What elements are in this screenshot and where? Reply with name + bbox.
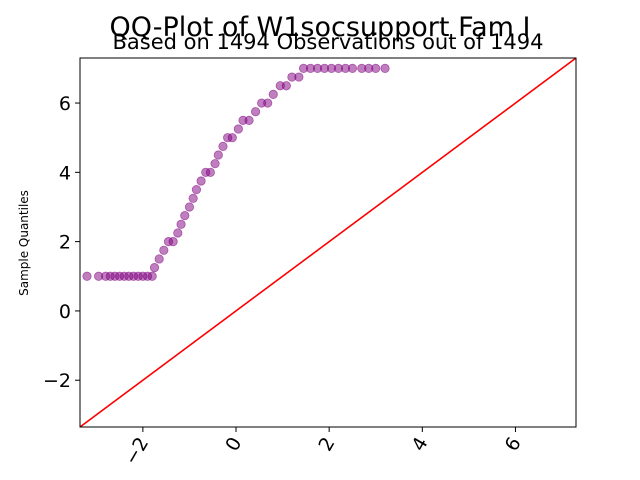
data-point [213,150,223,160]
y-axis: −2 0 2 4 6 [43,93,80,392]
data-point [159,245,169,255]
y-tick-label: 6 [59,93,71,115]
data-point [154,254,164,264]
data-point [82,271,92,281]
data-point [218,141,228,151]
chart-subtitle: Based on 1494 Observations out of 1494 [112,30,543,54]
x-tick-label: 0 [221,434,246,455]
y-tick-label: −2 [43,370,71,392]
data-point [205,167,216,177]
data-point [147,271,157,281]
x-axis: −2 0 2 4 6 [120,427,526,469]
data-point [176,219,186,229]
y-tick-label: 2 [59,232,71,254]
data-point [210,159,220,169]
data-point [268,89,278,99]
y-tick-label: 0 [59,301,71,323]
x-tick-label: 4 [408,434,433,455]
x-tick-label: −2 [120,434,153,469]
data-point [196,176,206,186]
data-point [188,193,198,203]
data-point [168,237,178,247]
data-point [180,211,190,221]
y-axis-label: Sample Quantiles [17,190,31,296]
data-point [244,115,254,125]
data-point [227,133,237,143]
reference-line [80,58,576,427]
data-point [149,263,160,273]
x-tick-label: 2 [314,434,339,455]
data-points [82,63,390,281]
x-tick-label: 6 [501,434,526,455]
data-point [263,98,273,108]
data-point [173,228,183,238]
data-point [233,124,243,134]
data-point [184,202,195,212]
chart-title: QQ-Plot of W1socsupport Fam I [109,12,530,43]
data-point [191,185,202,195]
plot-area [79,57,577,428]
data-point [380,63,390,73]
data-point [371,63,381,73]
plot-frame [79,57,577,428]
data-point [250,107,261,117]
y-tick-label: 4 [59,162,71,184]
data-point [294,72,304,82]
data-point [281,81,291,91]
data-point [347,63,358,73]
